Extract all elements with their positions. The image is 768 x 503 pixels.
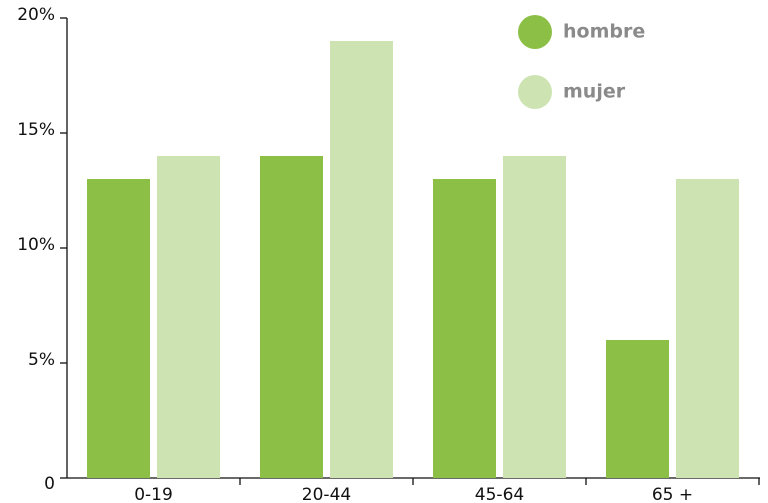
x-tick-label: 45-64 bbox=[475, 485, 524, 503]
bar bbox=[676, 179, 739, 478]
legend-label: mujer bbox=[563, 81, 626, 103]
bar bbox=[330, 41, 393, 478]
bar bbox=[87, 179, 150, 478]
bar bbox=[260, 156, 323, 478]
bar bbox=[157, 156, 220, 478]
bar bbox=[606, 340, 669, 478]
y-tick-label: 20% bbox=[17, 5, 55, 25]
bar bbox=[433, 179, 496, 478]
bar bbox=[503, 156, 566, 478]
legend-label: hombre bbox=[563, 21, 645, 43]
x-tick-label: 20-44 bbox=[302, 485, 351, 503]
y-tick-label: 0 bbox=[44, 474, 55, 494]
x-tick-label: 0-19 bbox=[134, 485, 173, 503]
y-tick-label: 5% bbox=[28, 350, 55, 370]
legend-swatch bbox=[518, 15, 552, 49]
y-tick-label: 10% bbox=[17, 235, 55, 255]
legend-swatch bbox=[518, 75, 552, 109]
x-tick-label: 65 + bbox=[652, 485, 693, 503]
y-tick-label: 15% bbox=[17, 120, 55, 140]
